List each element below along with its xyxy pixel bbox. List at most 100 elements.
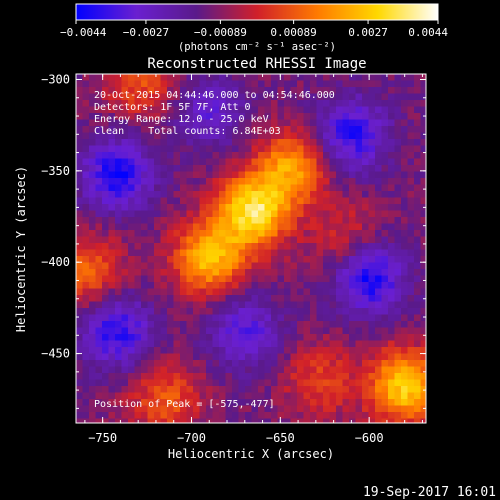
heatmap-cell <box>336 405 343 413</box>
heatmap-cell <box>284 360 291 367</box>
heatmap-cell <box>362 217 369 224</box>
heatmap-cell <box>115 353 122 361</box>
heatmap-cell <box>251 399 259 406</box>
heatmap-cell <box>290 178 298 185</box>
heatmap-cell <box>329 249 337 257</box>
heatmap-cell <box>186 269 194 276</box>
heatmap-cell <box>173 184 181 192</box>
heatmap-cell <box>277 119 285 127</box>
heatmap-cell <box>193 93 200 101</box>
heatmap-cell <box>95 80 103 88</box>
heatmap-cell <box>245 314 252 322</box>
heatmap-cell <box>89 262 96 270</box>
heatmap-cell <box>186 295 194 302</box>
heatmap-cell <box>108 295 116 302</box>
heatmap-cell <box>258 282 265 289</box>
heatmap-cell <box>284 308 291 315</box>
heatmap-cell <box>401 392 408 400</box>
heatmap-cell <box>225 308 233 315</box>
heatmap-cell <box>160 327 168 335</box>
heatmap-cell <box>388 184 395 192</box>
heatmap-cell <box>199 275 207 283</box>
heatmap-cell <box>147 308 155 315</box>
heatmap-cell <box>414 184 421 192</box>
heatmap-cell <box>342 184 350 192</box>
heatmap-cell <box>329 418 337 423</box>
heatmap-cell <box>264 74 272 81</box>
heatmap-cell <box>108 139 116 146</box>
heatmap-cell <box>167 373 174 380</box>
heatmap-cell <box>193 353 200 361</box>
heatmap-cell <box>134 334 142 341</box>
heatmap-cell <box>342 106 350 114</box>
heatmap-cell <box>381 126 389 133</box>
heatmap-cell <box>186 80 194 88</box>
heatmap-cell <box>167 379 174 387</box>
heatmap-cell <box>212 126 220 133</box>
heatmap-cell <box>115 256 122 263</box>
heatmap-cell <box>238 191 246 198</box>
heatmap-cell <box>193 113 200 120</box>
heatmap-cell <box>173 126 181 133</box>
heatmap-cell <box>258 191 265 198</box>
heatmap-cell <box>82 340 90 348</box>
heatmap-cell <box>160 379 168 387</box>
heatmap-cell <box>310 152 317 159</box>
heatmap-cell <box>251 106 259 114</box>
heatmap-cell <box>102 106 109 114</box>
heatmap-cell <box>160 295 168 302</box>
heatmap-cell <box>290 321 298 328</box>
heatmap-cell <box>271 301 278 309</box>
heatmap-cell <box>277 158 285 166</box>
heatmap-cell <box>375 197 382 205</box>
heatmap-cell <box>316 340 324 348</box>
heatmap-cell <box>323 243 330 250</box>
heatmap-cell <box>368 210 376 218</box>
heatmap-cell <box>264 113 272 120</box>
heatmap-cell <box>225 197 233 205</box>
heatmap-cell <box>290 392 298 400</box>
heatmap-cell <box>238 197 246 205</box>
heatmap-cell <box>212 269 220 276</box>
heatmap-cell <box>147 171 155 179</box>
heatmap-cell <box>102 178 109 185</box>
heatmap-cell <box>251 405 259 413</box>
heatmap-cell <box>173 113 181 120</box>
heatmap-cell <box>290 80 298 88</box>
heatmap-cell <box>271 321 278 328</box>
heatmap-cell <box>147 93 155 101</box>
heatmap-cell <box>407 204 415 211</box>
heatmap-cell <box>329 197 337 205</box>
heatmap-cell <box>180 145 187 153</box>
heatmap-cell <box>102 223 109 231</box>
heatmap-cell <box>329 74 337 81</box>
heatmap-cell <box>180 230 187 237</box>
heatmap-cell <box>76 249 83 257</box>
heatmap-cell <box>167 80 174 88</box>
heatmap-cell <box>277 275 285 283</box>
heatmap-cell <box>238 399 246 406</box>
heatmap-cell <box>316 139 324 146</box>
heatmap-cell <box>336 301 343 309</box>
heatmap-cell <box>388 353 395 361</box>
heatmap-cell <box>82 100 90 107</box>
heatmap-cell <box>407 412 415 419</box>
heatmap-cell <box>199 132 207 140</box>
heatmap-cell <box>420 223 426 231</box>
heatmap-cell <box>245 132 252 140</box>
heatmap-cell <box>388 106 395 114</box>
heatmap-cell <box>82 386 90 393</box>
heatmap-cell <box>186 158 194 166</box>
heatmap-cell <box>394 412 402 419</box>
heatmap-cell <box>336 178 343 185</box>
peak-position-label: Position of Peak = [-575,-477] <box>94 399 275 410</box>
heatmap-cell <box>388 204 395 211</box>
heatmap-cell <box>89 197 96 205</box>
heatmap-cell <box>264 340 272 348</box>
heatmap-cell <box>147 412 155 419</box>
heatmap-cell <box>381 301 389 309</box>
heatmap-cell <box>212 210 220 218</box>
heatmap-cell <box>362 152 369 159</box>
heatmap-cell <box>180 262 187 270</box>
heatmap-cell <box>271 334 278 341</box>
